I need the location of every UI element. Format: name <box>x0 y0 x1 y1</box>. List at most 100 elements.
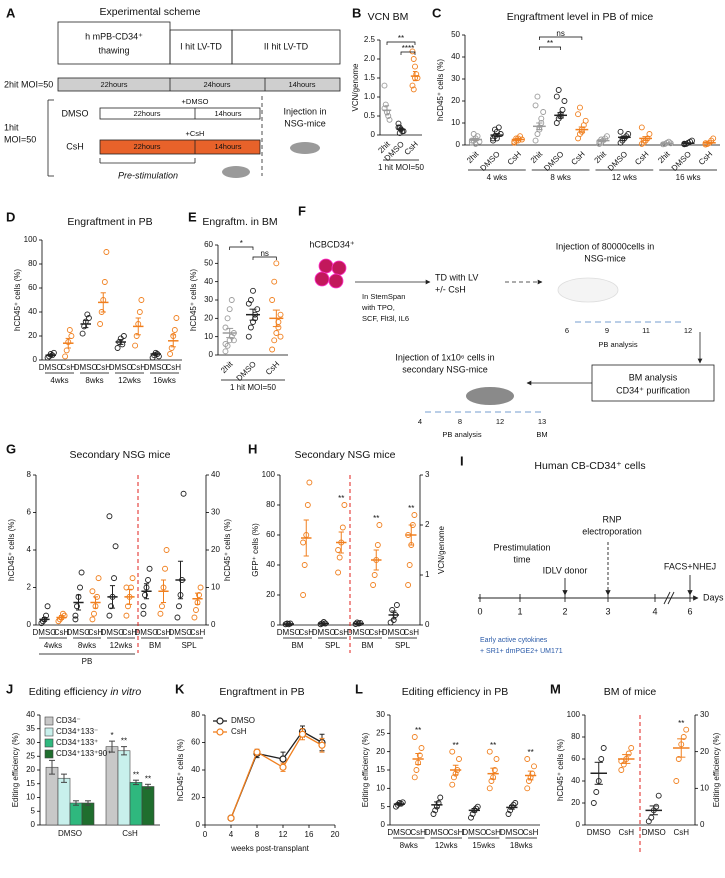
data-point <box>140 603 147 610</box>
data-point <box>371 572 378 578</box>
data-point <box>532 102 539 109</box>
y-tick-label: 10 <box>26 793 35 802</box>
data-point <box>112 543 119 550</box>
x-tick-label: CsH <box>523 828 539 837</box>
bar <box>105 746 119 826</box>
diagram-text: Pre-stimulation <box>118 170 178 180</box>
legend-label: CD34⁺133⁻ <box>56 727 98 736</box>
data-point <box>655 792 662 799</box>
data-point <box>55 618 62 625</box>
data-point <box>304 502 311 508</box>
data-point <box>469 811 476 817</box>
diagram-text: time <box>513 554 530 564</box>
y-tick-label: 8 <box>27 470 32 479</box>
y-tick-label: 60 <box>266 530 275 539</box>
diagram-text: MOI=50 <box>4 134 36 144</box>
diagram-text: 12 <box>684 326 692 335</box>
y-tick-label: 20 <box>204 313 213 322</box>
data-point <box>247 324 254 331</box>
data-point <box>625 131 632 137</box>
bar <box>129 782 143 826</box>
y-tick-label: 2 <box>27 583 32 592</box>
x-tick-label: DMSO <box>135 628 159 637</box>
series-line <box>230 730 323 819</box>
data-point <box>493 756 500 762</box>
group-label: 12wks <box>435 841 458 850</box>
data-point <box>114 345 121 351</box>
diagram-text: hCBCD34⁺ <box>309 239 355 249</box>
data-point <box>538 115 545 122</box>
data-point <box>638 124 645 131</box>
sig-label: ** <box>338 494 344 503</box>
data-point <box>84 311 91 318</box>
y-tick-label: 0 <box>209 350 214 359</box>
timeline-bar <box>57 77 341 92</box>
data-point <box>410 56 417 62</box>
panel-label: M <box>550 681 561 696</box>
cell <box>331 260 347 276</box>
diagram-text: II hit LV-TD <box>264 41 309 51</box>
group-label: 1 hit MOI=50 <box>230 383 277 392</box>
legend-label: CD34⁻ <box>56 716 81 725</box>
group-label: SPL <box>395 641 411 650</box>
legend-label: CD34⁺133⁺90⁺ <box>56 749 111 758</box>
diagram-text: +DMSO <box>182 97 209 106</box>
data-point <box>95 575 102 582</box>
diagram-text: BM analysis <box>629 372 678 382</box>
sig-label: ** <box>453 741 459 750</box>
x-tick-label: DMSO <box>67 628 91 637</box>
x-tick-label: 0 <box>203 830 208 839</box>
y-tick-label: 1 <box>425 570 430 579</box>
data-point <box>468 814 474 821</box>
data-point <box>492 126 498 133</box>
x-tick-label: 12 <box>279 830 288 839</box>
y-tick-label: 0 <box>211 620 216 629</box>
data-point <box>575 111 581 118</box>
title-text: Editing efficiency <box>29 686 108 698</box>
x-tick-label: CsH <box>156 628 172 637</box>
diagram-text: CsH <box>66 141 84 151</box>
sig-label: ns <box>556 29 564 38</box>
data-point <box>277 311 284 318</box>
x-tick-label: CsH <box>403 628 419 637</box>
group-label: BM <box>362 641 374 650</box>
x-tick-label: DMSO <box>606 150 629 173</box>
y-tick-label: 10 <box>700 783 709 792</box>
data-point <box>120 333 127 339</box>
sig-label: **** <box>402 44 414 53</box>
diagram-text: TD with LV <box>435 272 478 282</box>
y-tick-label: 80 <box>191 710 200 719</box>
x-tick-label: DMSO <box>478 150 501 173</box>
x-tick-label: DMSO <box>387 828 411 837</box>
data-point <box>140 610 147 617</box>
x-tick-label: DMSO <box>277 628 301 637</box>
diagram-text: PB analysis <box>442 430 481 439</box>
y-tick-label: 5 <box>381 802 386 811</box>
legend-swatch <box>44 727 54 737</box>
data-point <box>593 789 600 795</box>
bar <box>57 777 71 826</box>
diagram-text: 14hours <box>214 109 241 118</box>
diagram-text: thawing <box>98 45 129 55</box>
mouse-icon <box>557 277 619 303</box>
sig-label: ** <box>133 770 139 779</box>
data-point <box>271 337 278 344</box>
y-tick-label: 20 <box>26 765 35 774</box>
data-point <box>60 610 66 617</box>
x-tick-label: 4 <box>229 830 234 839</box>
diagram-text: 14hours <box>214 142 241 151</box>
data-point <box>44 603 51 610</box>
data-point <box>273 330 280 336</box>
diagram-text: In StemSpan <box>362 292 405 301</box>
group-label: 4 wks <box>487 173 507 182</box>
x-tick-label: CsH <box>54 628 70 637</box>
group-label: 1 hit MOI=50 <box>378 163 425 172</box>
sig-label: ** <box>373 514 379 523</box>
data-point <box>138 297 145 303</box>
x-tick-label: DMSO <box>74 363 98 372</box>
data-point <box>180 490 187 497</box>
data-point <box>405 582 412 588</box>
data-point <box>411 774 418 781</box>
data-point <box>409 82 416 89</box>
